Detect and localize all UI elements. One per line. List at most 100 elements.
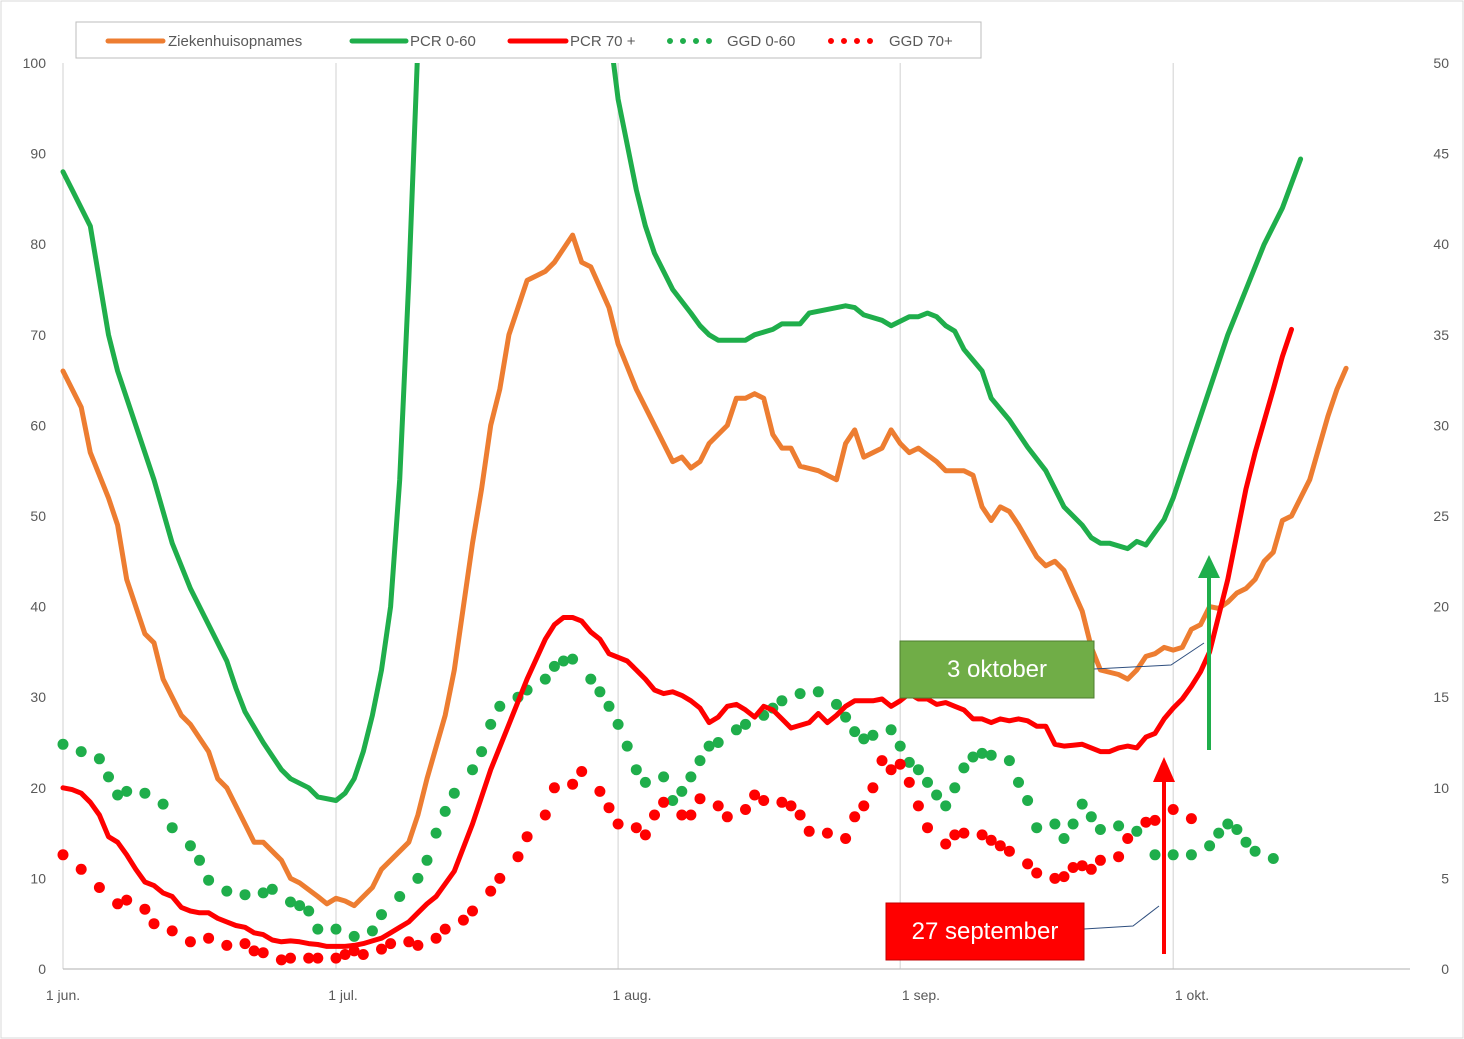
y-tick-label: 60: [30, 417, 46, 433]
data-point: [876, 755, 888, 767]
legend: Ziekenhuisopnames PCR 0-60 PCR 70 + GGD …: [75, 21, 982, 59]
x-tick-label: 1 okt.: [1175, 987, 1209, 1003]
y2-tick-label: 35: [1433, 327, 1449, 343]
data-point: [376, 943, 387, 955]
data-point: [658, 796, 670, 808]
data-point: [1113, 851, 1125, 863]
data-point: [1167, 804, 1179, 815]
data-point: [639, 829, 651, 841]
data-point: [184, 840, 196, 852]
series-pcr-0-60: [60, 63, 1304, 803]
data-point: [967, 751, 979, 763]
data-point: [776, 796, 788, 808]
data-point: [93, 882, 105, 893]
data-point: [994, 840, 1006, 852]
data-point: [294, 900, 306, 912]
data-point: [430, 932, 442, 944]
data-point: [1058, 871, 1070, 883]
y2-tick-label: 25: [1433, 508, 1449, 524]
data-point: [594, 785, 606, 797]
x-tick-label: 1 jun.: [46, 987, 80, 1003]
data-point: [958, 827, 970, 839]
data-point: [430, 827, 442, 839]
data-point: [394, 891, 406, 902]
data-point: [1085, 811, 1097, 823]
data-point: [1085, 863, 1097, 875]
data-point: [1149, 814, 1161, 826]
series-layer: [57, 63, 1349, 966]
data-point: [121, 785, 133, 797]
data-point: [330, 923, 342, 935]
data-point: [885, 724, 897, 736]
data-point: [630, 764, 642, 776]
data-point: [467, 764, 478, 776]
data-point: [184, 936, 196, 948]
data-point: [239, 889, 251, 901]
data-point: [603, 802, 615, 814]
data-point: [139, 787, 151, 799]
data-point: [976, 747, 988, 759]
y-tick-label: 30: [30, 689, 46, 705]
data-point: [285, 952, 296, 964]
data-point: [266, 883, 278, 895]
data-point: [958, 762, 970, 774]
series-line: [60, 232, 1349, 909]
data-point: [585, 673, 597, 685]
data-point: [1113, 820, 1125, 832]
data-point: [1222, 818, 1234, 830]
legend-item: PCR 70 +: [507, 33, 636, 50]
data-point: [1013, 776, 1024, 788]
series-ziekenhuisopnames: [60, 232, 1349, 909]
data-point: [1067, 862, 1079, 873]
data-point: [740, 718, 751, 730]
data-point: [894, 758, 906, 770]
data-point: [922, 776, 933, 788]
data-point: [357, 949, 369, 960]
data-point: [203, 932, 215, 944]
data-point: [75, 746, 87, 758]
data-point: [721, 811, 733, 823]
data-point: [730, 724, 742, 736]
data-point: [685, 771, 697, 783]
data-point: [539, 673, 551, 685]
data-point: [858, 800, 870, 812]
data-point: [740, 804, 751, 815]
data-point: [539, 809, 551, 821]
data-point: [949, 782, 961, 794]
legend-item: PCR 0-60: [349, 33, 476, 50]
data-point: [558, 655, 569, 667]
data-point: [1122, 833, 1134, 844]
data-point: [439, 805, 451, 817]
callout-label: 27 september: [912, 918, 1059, 945]
data-point: [840, 833, 852, 844]
data-point: [567, 778, 579, 790]
y-tick-label: 50: [30, 508, 46, 524]
legend-label: PCR 70 +: [570, 33, 636, 50]
data-point: [1003, 755, 1015, 767]
data-point: [1094, 854, 1106, 866]
data-point: [1031, 822, 1043, 834]
data-point: [1204, 840, 1216, 852]
x-tick-label: 1 aug.: [613, 987, 652, 1003]
data-point: [867, 729, 879, 741]
data-point: [103, 771, 114, 783]
data-point: [494, 872, 506, 884]
data-point: [1167, 849, 1179, 861]
data-point: [1049, 818, 1061, 830]
data-point: [1076, 860, 1088, 872]
data-point: [712, 737, 724, 748]
legend-item: Ziekenhuisopnames: [105, 33, 302, 50]
series-line: [60, 63, 1304, 803]
legend-label: GGD 0-60: [727, 33, 795, 50]
callout-leader-line: [1083, 905, 1160, 930]
data-point: [758, 795, 770, 806]
data-point: [75, 863, 87, 875]
x-axis: 1 jun. 1 jul. 1 aug. 1 sep. 1 okt.: [46, 987, 1209, 1003]
data-point: [221, 885, 233, 897]
data-point: [858, 733, 870, 745]
data-point: [940, 800, 952, 812]
data-point: [476, 746, 488, 758]
data-point: [1231, 824, 1243, 835]
data-point: [639, 776, 651, 788]
